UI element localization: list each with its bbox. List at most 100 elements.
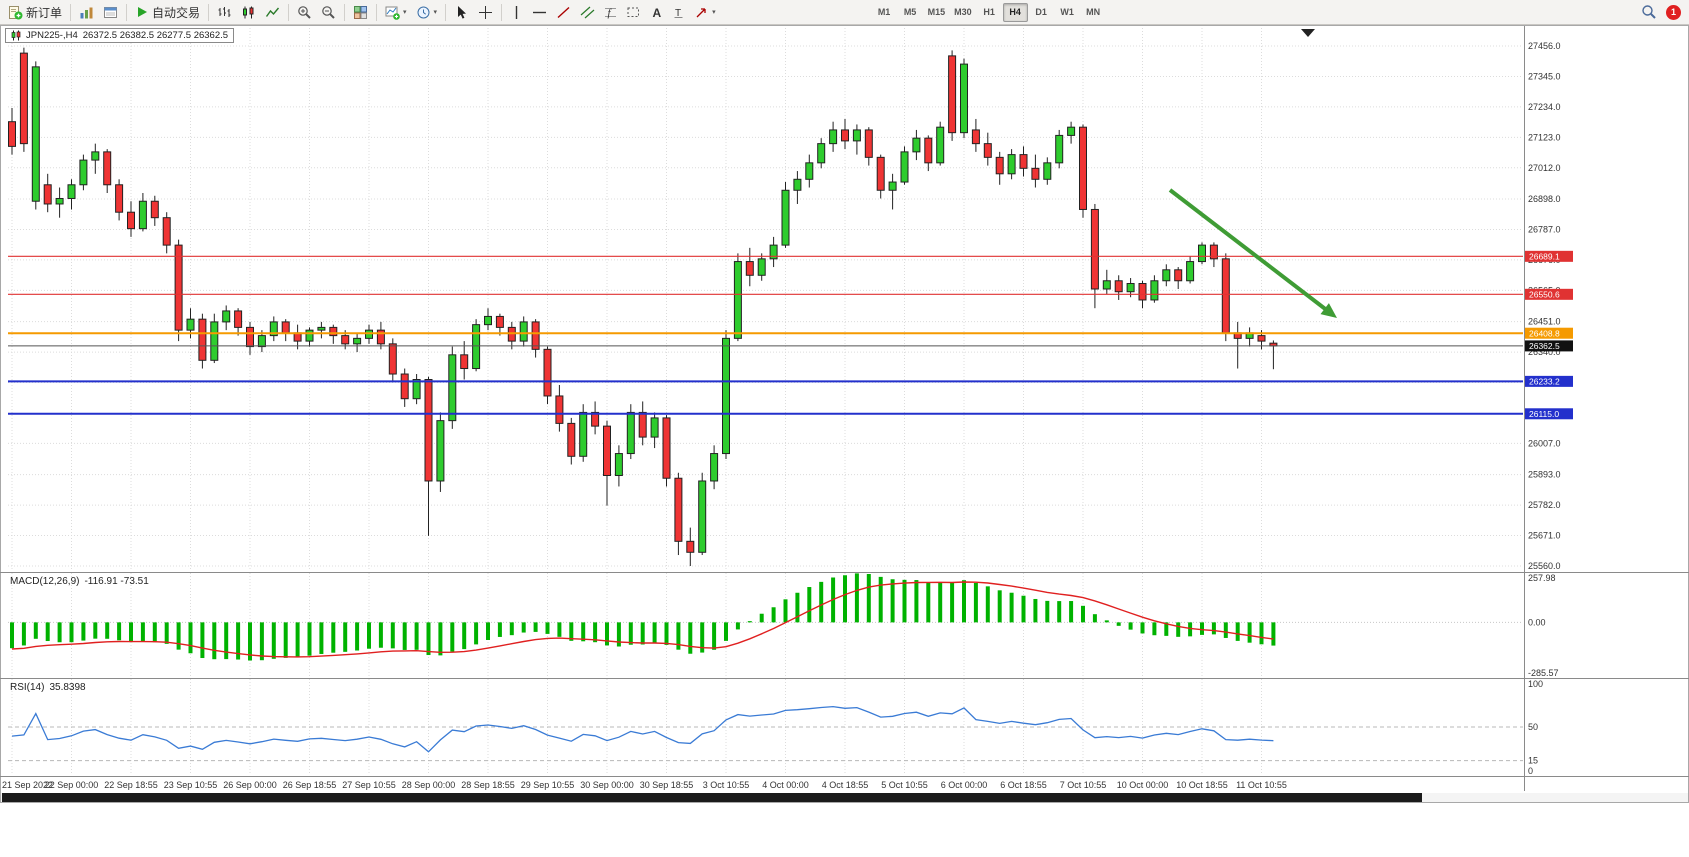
svg-text:50: 50 (1528, 722, 1538, 732)
svg-text:10 Oct 18:55: 10 Oct 18:55 (1176, 780, 1228, 790)
new-chart-caret-icon: ▾ (403, 8, 407, 16)
svg-text:27123.0: 27123.0 (1528, 132, 1561, 142)
zoom-in-button[interactable] (293, 2, 316, 23)
fibonacci-icon: f (605, 7, 617, 19)
chart-hscrollbar[interactable] (1, 793, 1688, 802)
svg-text:6 Oct 00:00: 6 Oct 00:00 (941, 780, 988, 790)
toolbar-divider (126, 3, 128, 21)
toolbar-divider (445, 3, 447, 21)
tab-timeframe-w1[interactable]: W1 (1060, 7, 1074, 17)
tab-timeframe-m1[interactable]: M1 (877, 7, 891, 17)
autotrading-icon (138, 7, 148, 17)
tile-windows-button[interactable] (349, 2, 372, 23)
line-chart-type-button[interactable] (261, 2, 284, 23)
svg-text:15: 15 (1528, 756, 1538, 766)
toolbar-divider (70, 3, 72, 21)
tab-timeframe-mn[interactable]: MN (1086, 7, 1101, 17)
autotrading-label: 自动交易 (152, 5, 201, 20)
price-axis[interactable]: 27456.0 27345.0 27234.0 27123.0 27012.0 26898… (1525, 41, 1573, 776)
charts-button[interactable] (75, 2, 98, 23)
crosshair-icon (479, 5, 493, 19)
arrows-tool-button[interactable]: ▾ (690, 2, 720, 23)
tab-timeframe-d1[interactable]: D1 (1035, 7, 1047, 17)
svg-text:22 Sep 18:55: 22 Sep 18:55 (104, 780, 158, 790)
svg-text:100: 100 (1528, 679, 1543, 689)
annotations[interactable] (1168, 29, 1337, 318)
chart-hscrollbar-thumb[interactable] (2, 793, 1422, 802)
macd-name: MACD(12,26,9) (10, 576, 80, 587)
period-caret-icon: ▾ (433, 8, 438, 16)
tab-timeframe-m30[interactable]: M30 (954, 7, 972, 17)
chart-shift-marker[interactable] (1301, 29, 1315, 37)
svg-text:27456.0: 27456.0 (1528, 41, 1561, 51)
svg-text:25671.0: 25671.0 (1528, 531, 1561, 541)
svg-text:21 Sep 2022: 21 Sep 2022 (2, 780, 53, 790)
svg-text:26451.0: 26451.0 (1528, 317, 1561, 327)
bar-chart-type-button[interactable] (213, 2, 236, 23)
notifications-button[interactable]: 1 (1662, 2, 1685, 23)
svg-text:25560.0: 25560.0 (1528, 561, 1561, 571)
text-icon: A (653, 6, 662, 20)
crosshair-button[interactable] (474, 2, 497, 23)
chart-title-icon (11, 30, 21, 41)
svg-text:10 Oct 00:00: 10 Oct 00:00 (1117, 780, 1169, 790)
text-label-icon: T (674, 8, 683, 19)
equidistant-channel-button[interactable] (576, 2, 599, 23)
svg-text:26550.6: 26550.6 (1529, 290, 1560, 300)
level-lines[interactable] (8, 255, 1523, 415)
period-clock-button[interactable]: ▾ (412, 2, 442, 23)
trendline-icon (557, 6, 570, 18)
terminal-button[interactable] (99, 2, 122, 23)
trendline-button[interactable] (552, 2, 575, 23)
new-chart-button[interactable]: ▾ (381, 2, 411, 23)
svg-text:6 Oct 18:55: 6 Oct 18:55 (1000, 780, 1047, 790)
svg-text:f: f (608, 7, 613, 19)
svg-text:30 Sep 00:00: 30 Sep 00:00 (580, 780, 634, 790)
cursor-icon (458, 5, 467, 19)
text-button[interactable]: A (646, 2, 667, 23)
arrows-tool-icon (696, 7, 706, 17)
svg-text:3 Oct 10:55: 3 Oct 10:55 (703, 780, 750, 790)
candlestick-type-icon (243, 6, 254, 18)
svg-text:27234.0: 27234.0 (1528, 102, 1561, 112)
cursor-button[interactable] (450, 2, 473, 23)
new-order-button[interactable]: 新订单 (4, 2, 66, 23)
tab-timeframe-m15[interactable]: M15 (927, 7, 946, 17)
shapes-icon (627, 7, 640, 17)
tab-timeframe-h1[interactable]: H1 (983, 7, 995, 17)
svg-text:25782.0: 25782.0 (1528, 500, 1561, 510)
new-chart-icon (385, 6, 400, 20)
svg-text:25893.0: 25893.0 (1528, 470, 1561, 480)
terminal-icon (104, 6, 118, 18)
main-toolbar: 新订单 自动交易 (0, 0, 1689, 25)
trend-arrow[interactable] (1168, 188, 1332, 315)
svg-text:26 Sep 18:55: 26 Sep 18:55 (283, 780, 337, 790)
equidistant-channel-icon (580, 6, 595, 18)
candlestick-type-button[interactable] (237, 2, 260, 23)
search-button[interactable] (1637, 2, 1661, 23)
vertical-line-button[interactable] (506, 2, 527, 23)
autotrading-button[interactable]: 自动交易 (131, 2, 204, 23)
candles (8, 47, 1278, 566)
svg-text:29 Sep 10:55: 29 Sep 10:55 (521, 780, 575, 790)
svg-text:26 Sep 00:00: 26 Sep 00:00 (223, 780, 277, 790)
tab-timeframe-h4[interactable]: H4 (1002, 2, 1028, 22)
notification-badge: 1 (1666, 4, 1681, 20)
svg-text:7 Oct 10:55: 7 Oct 10:55 (1060, 780, 1107, 790)
shapes-button[interactable] (622, 2, 645, 23)
zoom-out-button[interactable] (317, 2, 340, 23)
macd-values: -116.91 -73.51 (84, 576, 149, 587)
svg-text:26689.1: 26689.1 (1529, 252, 1560, 262)
fibonacci-button[interactable]: f (600, 2, 621, 23)
horizontal-line-button[interactable] (528, 2, 551, 23)
svg-text:T: T (675, 8, 681, 19)
tab-timeframe-m5[interactable]: M5 (903, 7, 917, 17)
text-label-button[interactable]: T (668, 2, 689, 23)
grid-lines (8, 28, 1523, 775)
trend-arrow-head (1320, 303, 1337, 318)
search-icon (1642, 5, 1656, 19)
horizontal-line-icon (533, 11, 547, 13)
